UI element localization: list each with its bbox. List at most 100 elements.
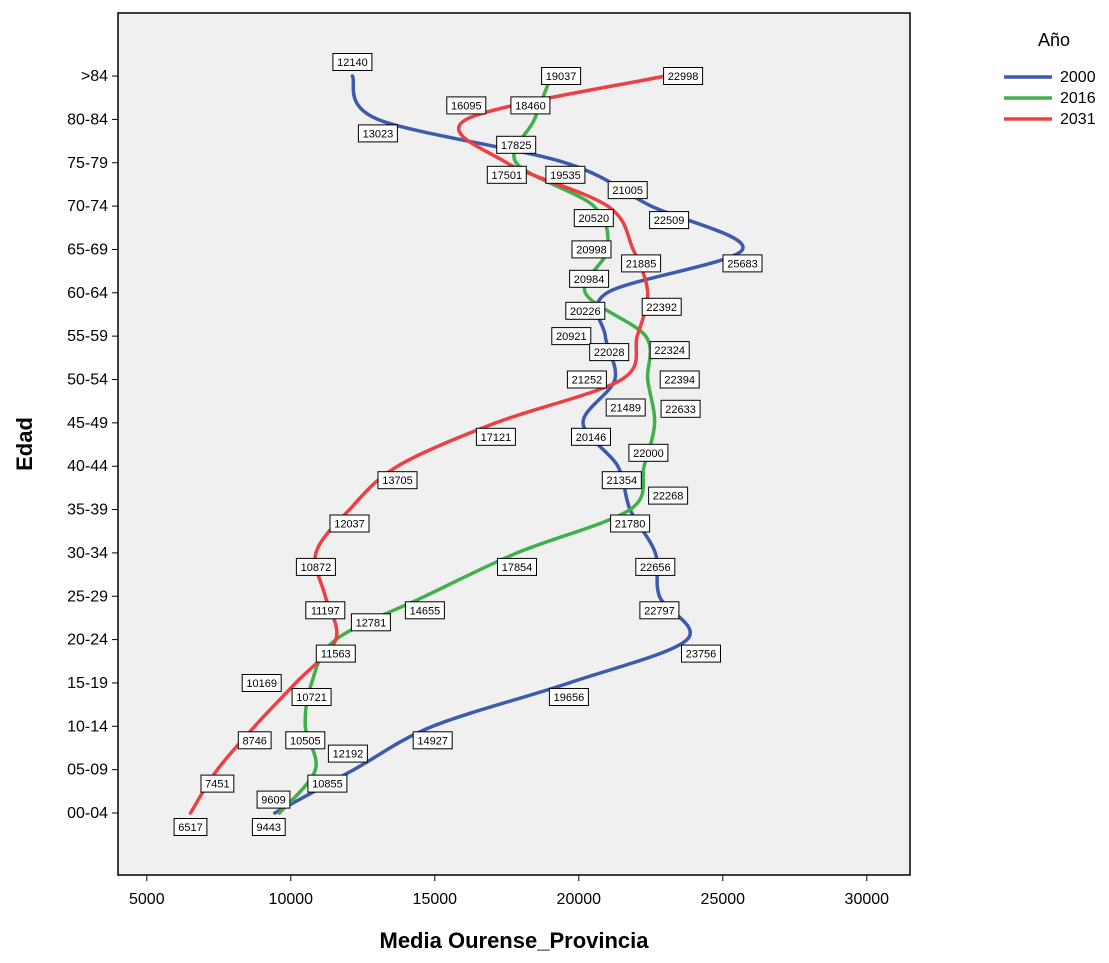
data-label-box [639,601,680,620]
data-label-box [251,818,286,836]
data-label-box [412,731,453,750]
y-tick-label: 40-44 [67,458,108,475]
data-label: 22000 [628,443,669,462]
x-tick-label: 10000 [269,891,314,908]
data-label-box [291,688,332,706]
data-label: 20984 [569,269,610,288]
data-label-text: 10721 [296,692,327,704]
data-label: 12140 [332,53,373,71]
data-label-box [510,96,551,115]
y-tick-label: 80-84 [67,111,108,128]
data-label: 13023 [357,124,398,143]
y-tick-label: 50-54 [67,372,108,389]
data-label-text: 12192 [333,749,364,761]
data-label-box [350,613,391,632]
data-label-box [327,744,368,763]
data-label: 21005 [607,181,648,200]
x-tick-label: 5000 [129,891,165,908]
y-tick-label: 15-19 [67,675,108,692]
data-label-box [649,341,690,360]
data-label: 10169 [241,674,282,692]
data-label: 17121 [475,427,516,446]
data-label: 22268 [648,486,689,505]
x-tick-label: 15000 [413,891,458,908]
data-label-text: 9443 [257,822,281,834]
data-label: 17825 [496,135,537,154]
data-label-text: 10169 [246,678,277,690]
x-tick-label: 25000 [701,891,746,908]
data-label-text: 18460 [515,100,546,112]
y-tick-label: 25-29 [67,588,108,605]
data-label-text: 22633 [665,404,696,416]
x-tick-label: 30000 [845,891,890,908]
data-label: 21252 [566,370,607,389]
data-label-text: 11563 [321,649,351,661]
data-label-text: 19535 [550,170,581,182]
data-label: 20226 [565,301,606,320]
data-label: 22998 [663,67,704,85]
x-axis-title: Media Ourense_Provincia [380,928,650,953]
y-tick-label: 45-49 [67,415,108,432]
data-label-box [648,486,689,505]
data-label: 6517 [173,818,208,836]
data-label: 20520 [573,209,614,228]
data-label-box [635,557,676,576]
data-label-text: 19037 [546,71,577,83]
data-label: 22324 [649,341,690,360]
data-label: 19656 [548,688,589,706]
y-tick-label: 60-64 [67,285,108,302]
data-label-text: 6517 [178,822,202,834]
data-label: 14927 [412,731,453,750]
data-label: 13705 [377,471,418,490]
data-label-text: 9609 [261,795,285,807]
data-label: 20998 [571,240,612,259]
y-tick-label: 65-69 [67,241,108,258]
data-label-box [571,240,612,259]
data-label-box [681,644,721,663]
data-label-text: 22392 [646,302,677,314]
data-label-text: 21489 [610,403,641,415]
data-label-box [307,774,348,793]
data-label-box [659,370,700,389]
y-tick-label: 35-39 [67,502,108,519]
data-label: 23756 [681,644,721,663]
data-label-text: 12781 [356,617,387,629]
data-label-text: 10872 [301,562,332,574]
data-label-text: 25683 [727,258,758,270]
data-label: 9443 [251,818,286,836]
data-label: 22633 [660,399,701,418]
data-label-text: 20146 [576,432,607,444]
data-label-text: 14655 [410,605,441,617]
y-tick-label: 55-59 [67,328,108,345]
data-label: 19535 [545,165,586,184]
data-label-text: 16095 [451,100,482,112]
data-label-box [496,135,537,154]
data-label-box [569,269,610,288]
data-label-text: 21005 [612,185,643,197]
data-label-text: 22324 [654,345,685,357]
data-label: 14655 [404,601,445,620]
data-label: 21885 [621,254,662,273]
data-label-text: 13023 [363,128,394,140]
data-label: 18460 [510,96,551,115]
y-tick-label: 10-14 [67,718,108,735]
data-label-box [404,601,445,620]
y-tick-label: >84 [81,68,108,85]
data-label-box [621,254,662,273]
data-label-box [607,181,648,200]
data-label: 21489 [605,398,646,417]
legend-label-2000: 2000 [1060,69,1096,86]
data-label-text: 22797 [644,605,675,617]
data-label: 12781 [350,613,391,632]
data-label-text: 21354 [607,475,638,487]
x-axis: 5000 10000 15000 20000 25000 30000 [129,875,889,908]
data-label: 20146 [571,427,611,446]
data-label-box [241,674,282,692]
data-label-box [565,301,606,320]
data-label-box [315,644,356,663]
x-tick-label: 20000 [557,891,602,908]
data-label: 17854 [497,557,537,576]
data-label-box [446,96,487,115]
data-label: 10872 [295,557,336,576]
